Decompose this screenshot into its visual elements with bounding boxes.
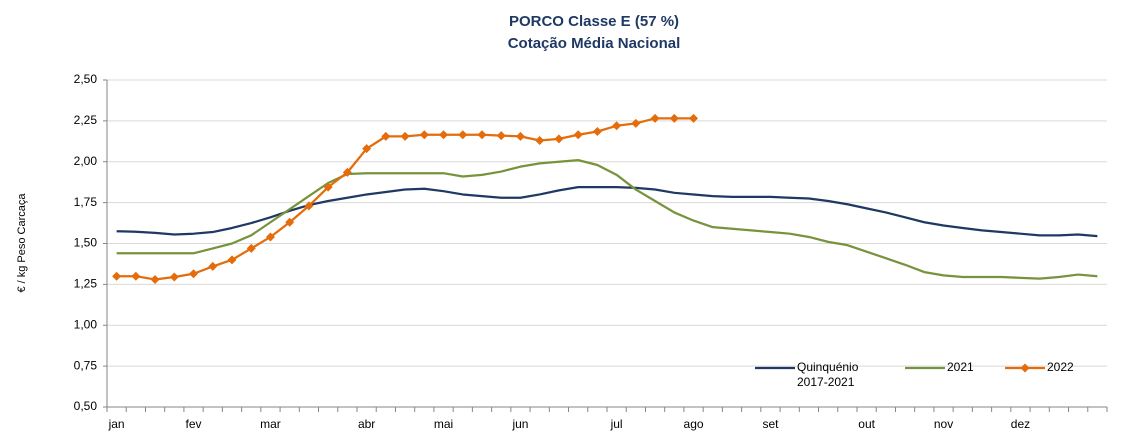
marker — [189, 269, 199, 279]
x-tick-label: nov — [934, 417, 953, 431]
marker — [650, 113, 660, 123]
y-axis-label: € / kg Peso Carcaça — [16, 193, 28, 293]
chart-title: PORCO Classe E (57 %) — [509, 13, 679, 30]
y-tick-label: 1,00 — [74, 317, 98, 331]
legend-label: 2021 — [947, 360, 974, 374]
x-tick-label: jul — [610, 417, 623, 431]
x-tick-label: fev — [186, 417, 202, 431]
marker — [400, 131, 410, 141]
y-tick-label: 0,50 — [74, 399, 98, 413]
series-line — [116, 117, 694, 281]
marker — [342, 167, 352, 177]
marker — [573, 130, 583, 140]
marker — [592, 127, 602, 137]
marker — [612, 121, 622, 131]
marker — [169, 272, 179, 282]
x-tick-label: jan — [108, 417, 125, 431]
marker — [689, 113, 699, 123]
chart-subtitle: Cotação Média Nacional — [508, 35, 681, 52]
y-tick-label: 2,00 — [74, 154, 98, 168]
y-tick-label: 0,75 — [74, 358, 98, 372]
legend-label: Quinquénio 2017-2021 — [797, 360, 859, 389]
marker — [131, 271, 141, 281]
x-tick-label: jun — [511, 417, 528, 431]
x-tick-label: abr — [358, 417, 375, 431]
marker — [458, 130, 468, 140]
marker — [381, 131, 391, 141]
marker — [150, 274, 160, 284]
marker — [112, 271, 122, 281]
y-tick-label: 1,25 — [74, 277, 98, 291]
series-line — [116, 185, 1098, 238]
y-tick-label: 1,75 — [74, 195, 98, 209]
marker — [285, 217, 295, 227]
series-line — [116, 158, 1098, 280]
marker — [323, 182, 333, 192]
x-tick-label: out — [858, 417, 875, 431]
legend-label: 2022 — [1047, 360, 1074, 374]
marker — [496, 131, 506, 141]
marker — [227, 255, 237, 265]
marker — [439, 130, 449, 140]
marker — [477, 130, 487, 140]
marker — [208, 261, 218, 271]
marker — [304, 201, 314, 211]
x-tick-label: set — [762, 417, 779, 431]
marker — [265, 232, 275, 242]
marker — [1020, 363, 1030, 373]
x-tick-label: mai — [434, 417, 453, 431]
x-tick-label: mar — [260, 417, 281, 431]
marker — [631, 118, 641, 128]
y-tick-label: 1,50 — [74, 236, 98, 250]
marker — [669, 113, 679, 123]
marker — [535, 135, 545, 145]
marker — [554, 134, 564, 144]
marker — [246, 243, 256, 253]
y-tick-label: 2,50 — [74, 72, 98, 86]
marker — [362, 144, 372, 154]
y-tick-label: 2,25 — [74, 113, 98, 127]
x-tick-label: dez — [1011, 417, 1030, 431]
x-tick-label: ago — [684, 417, 704, 431]
marker — [515, 131, 525, 141]
marker — [419, 130, 429, 140]
